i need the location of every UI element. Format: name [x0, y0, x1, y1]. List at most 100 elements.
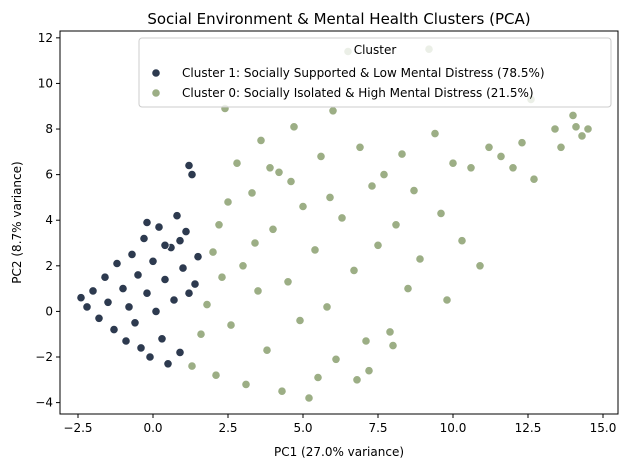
- scatter-point-series-0-6: [109, 324, 119, 335]
- scatter-point-series-1-21: [298, 201, 308, 212]
- scatter-point-series-1-13: [256, 135, 266, 145]
- scatter-point-series-1-14: [262, 345, 272, 355]
- legend-title: Cluster: [354, 43, 397, 57]
- scatter-point-series-0-11: [127, 249, 137, 259]
- scatter-point-series-1-0: [187, 361, 197, 371]
- scatter-point-series-0-28: [178, 263, 188, 273]
- x-tick-label: −2.5: [63, 421, 92, 435]
- scatter-point-series-1-46: [448, 158, 458, 168]
- scatter-point-series-1-5: [217, 272, 227, 282]
- scatter-point-series-1-63: [265, 163, 275, 173]
- scatter-point-series-0-25: [169, 295, 179, 305]
- scatter-point-series-1-15: [268, 224, 278, 234]
- scatter-point-series-1-39: [403, 283, 413, 294]
- scatter-point-series-0-33: [175, 236, 185, 246]
- scatter-point-series-1-11: [247, 188, 257, 198]
- scatter-point-series-0-26: [172, 211, 182, 221]
- legend-box: [138, 37, 612, 108]
- scatter-point-series-1-55: [529, 174, 539, 184]
- scatter-point-series-0-13: [133, 270, 143, 280]
- y-tick-label: 4: [45, 213, 53, 227]
- scatter-point-series-1-17: [277, 386, 287, 396]
- scatter-point-series-1-64: [313, 372, 323, 383]
- scatter-point-series-1-53: [517, 138, 527, 148]
- scatter-point-series-0-30: [184, 160, 194, 171]
- scatter-point-series-0-34: [160, 240, 170, 250]
- scatter-point-series-1-12: [253, 286, 263, 296]
- scatter-point-series-0-15: [139, 233, 149, 244]
- scatter-point-series-1-31: [355, 142, 365, 152]
- x-tick-label: 2.5: [218, 421, 237, 435]
- scatter-point-series-0-23: [163, 359, 173, 369]
- scatter-point-series-0-8: [118, 283, 128, 294]
- x-tick-label: 7.5: [368, 421, 387, 435]
- scatter-point-series-1-70: [286, 176, 296, 187]
- scatter-point-series-1-2: [202, 299, 212, 310]
- scatter-point-series-0-29: [181, 227, 191, 237]
- y-axis-label: PC2 (8.7% variance): [10, 161, 24, 283]
- scatter-point-series-0-19: [151, 306, 161, 316]
- scatter-point-series-1-45: [442, 295, 452, 305]
- scatter-point-series-1-9: [238, 261, 248, 271]
- scatter-point-series-1-38: [397, 149, 407, 159]
- legend-label-cluster-1: Cluster 1: Socially Supported & Low Ment…: [182, 66, 545, 80]
- x-tick-label: 5.0: [293, 421, 312, 435]
- scatter-point-series-1-25: [322, 302, 332, 312]
- y-tick-label: −4: [35, 396, 53, 410]
- y-tick-label: 10: [38, 76, 53, 90]
- scatter-point-series-0-37: [193, 252, 203, 262]
- scatter-point-series-1-30: [349, 265, 359, 275]
- scatter-point-series-0-2: [88, 286, 98, 296]
- scatter-point-series-1-40: [409, 186, 419, 196]
- scatter-point-series-0-31: [187, 170, 197, 180]
- scatter-point-series-1-37: [391, 220, 401, 230]
- x-tick-label: 0.0: [143, 421, 162, 435]
- y-tick-label: 6: [45, 168, 53, 182]
- scatter-point-series-1-22: [304, 393, 314, 403]
- scatter-point-series-1-7: [226, 320, 236, 330]
- scatter-point-series-0-16: [142, 288, 152, 298]
- legend: Cluster Cluster 1: Socially Supported & …: [138, 37, 612, 108]
- scatter-point-series-1-26: [328, 106, 338, 116]
- scatter-point-series-0-17: [145, 352, 155, 362]
- scatter-point-series-1-35: [379, 170, 389, 180]
- scatter-point-series-1-59: [571, 122, 581, 132]
- scatter-point-series-0-36: [190, 279, 200, 289]
- scatter-point-series-1-24: [316, 151, 326, 161]
- scatter-point-series-0-1: [82, 302, 92, 312]
- scatter-point-series-1-61: [583, 124, 593, 134]
- scatter-point-series-1-33: [367, 181, 377, 191]
- scatter-point-series-0-4: [100, 272, 110, 282]
- x-axis-label: PC1 (27.0% variance): [274, 445, 404, 459]
- scatter-point-series-1-67: [388, 340, 398, 351]
- scatter-point-series-0-9: [121, 336, 131, 346]
- legend-marker-cluster-0: [151, 88, 161, 98]
- x-tick-label: 15.0: [590, 421, 617, 435]
- scatter-point-series-0-10: [124, 302, 134, 312]
- scatter-point-series-1-16: [274, 167, 284, 177]
- x-tick-label: 10.0: [440, 421, 467, 435]
- scatter-point-series-0-21: [157, 334, 167, 344]
- x-axis-ticks: −2.5 0.0 2.5 5.0 7.5 10.0 12.5 15.0: [63, 414, 616, 435]
- scatter-point-series-0-5: [103, 297, 113, 307]
- data-points-layer: [76, 44, 593, 403]
- scatter-point-series-1-36: [385, 327, 395, 337]
- scatter-point-series-1-18: [283, 277, 293, 287]
- scatter-point-series-1-50: [484, 142, 494, 152]
- scatter-point-series-1-32: [361, 336, 371, 346]
- y-tick-label: −2: [35, 350, 53, 364]
- scatter-point-series-1-4: [211, 370, 221, 380]
- y-axis-ticks: −4 −2 0 2 4 6 8 10 12: [35, 31, 60, 410]
- scatter-point-series-1-1: [196, 329, 206, 339]
- chart-title: Social Environment & Mental Health Clust…: [147, 10, 530, 28]
- scatter-point-series-1-20: [295, 315, 305, 326]
- scatter-point-series-0-3: [94, 313, 104, 323]
- plot-frame: [59, 30, 619, 415]
- y-tick-label: 0: [45, 304, 53, 318]
- scatter-point-series-1-56: [550, 124, 560, 134]
- scatter-point-series-1-28: [337, 213, 347, 223]
- legend-label-cluster-0: Cluster 0: Socially Isolated & High Ment…: [182, 86, 534, 100]
- scatter-point-series-1-66: [364, 366, 374, 376]
- scatter-point-series-0-14: [136, 343, 146, 353]
- y-tick-label: 2: [45, 259, 53, 273]
